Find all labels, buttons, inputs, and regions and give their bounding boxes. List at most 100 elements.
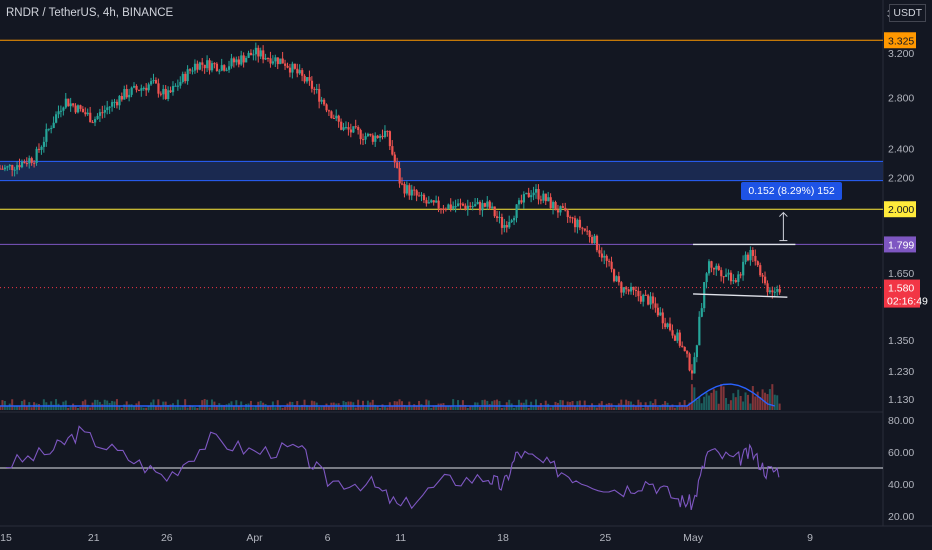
candle-body <box>98 112 102 116</box>
candle-body <box>154 80 158 84</box>
volume-bar <box>615 406 618 410</box>
candle-body <box>630 286 633 292</box>
level-tag-2000-bg <box>884 201 916 218</box>
candle-body <box>466 205 469 210</box>
volume-bar <box>167 404 170 410</box>
candle-body <box>135 85 138 90</box>
volume-bar <box>293 405 296 410</box>
candle-body <box>612 269 616 282</box>
candle-body <box>364 136 367 140</box>
volume-bar <box>459 404 462 410</box>
volume-bar <box>308 406 311 410</box>
volume-bar <box>515 406 518 410</box>
volume-bar <box>739 395 742 410</box>
candle-body <box>491 206 494 209</box>
candle-body <box>96 115 99 120</box>
candle-body <box>228 66 231 70</box>
volume-bar <box>447 406 450 410</box>
candle-body <box>366 133 370 137</box>
volume-bar <box>425 399 428 410</box>
candle-body <box>483 203 487 207</box>
volume-bar <box>52 404 55 410</box>
volume-bar <box>422 406 425 410</box>
candle-body <box>35 148 38 163</box>
volume-bar <box>496 399 499 410</box>
demand-zone <box>0 161 883 181</box>
volume-bar <box>683 400 686 410</box>
volume-bar <box>457 400 460 410</box>
volume-bar <box>120 407 123 410</box>
candle-body <box>549 197 552 209</box>
candle-body <box>152 80 155 82</box>
volume-bar <box>398 399 401 410</box>
volume-bar <box>578 400 581 410</box>
candle-body <box>457 203 460 207</box>
candle-body <box>337 115 340 122</box>
candle-body <box>249 52 253 56</box>
candle-body <box>464 205 467 210</box>
candle-body <box>573 218 577 228</box>
candle-body <box>583 228 586 231</box>
candle-body <box>274 57 277 62</box>
candle-body <box>20 161 24 168</box>
volume-bar <box>11 399 14 410</box>
volume-bar <box>152 399 155 410</box>
candle-body <box>362 139 365 141</box>
volume-bar <box>201 400 204 410</box>
volume-bar <box>625 399 628 410</box>
volume-bar <box>686 406 689 410</box>
candle-body <box>176 85 180 87</box>
volume-bar <box>25 405 28 410</box>
candle-body <box>72 103 75 106</box>
currency-badge[interactable]: USDT <box>889 4 926 22</box>
volume-bar <box>749 403 752 410</box>
candle-body <box>242 55 245 63</box>
candle-body <box>559 206 562 213</box>
candle-body <box>264 58 267 60</box>
volume-bar <box>359 406 362 410</box>
candle-body <box>654 303 657 308</box>
candle-body <box>86 112 89 115</box>
volume-bar <box>154 406 157 410</box>
candle-body <box>688 353 691 371</box>
candle-body <box>323 99 326 105</box>
candle-body <box>25 163 28 165</box>
volume-bar <box>118 406 121 410</box>
candle-body <box>717 265 720 271</box>
candle-body <box>527 192 530 198</box>
candle-body <box>371 135 374 142</box>
candle-body <box>678 332 681 346</box>
volume-bar <box>86 404 89 410</box>
candle-body <box>686 351 689 354</box>
candle-body <box>673 335 677 341</box>
candle-body <box>320 99 323 102</box>
volume-bar <box>430 407 433 410</box>
volume-bar <box>335 403 338 410</box>
candle-body <box>588 231 591 237</box>
candle-body <box>764 276 767 284</box>
volume-bar <box>181 405 184 410</box>
candle-body <box>164 88 167 99</box>
candle-body <box>603 255 606 258</box>
volume-bar <box>464 405 467 410</box>
volume-bar <box>466 407 469 410</box>
candle-body <box>303 75 306 82</box>
volume-bar <box>274 407 277 410</box>
candle-body <box>128 94 131 98</box>
candle-body <box>739 274 742 276</box>
candle-body <box>410 189 413 196</box>
candle-body <box>237 59 240 65</box>
volume-bar <box>96 399 99 410</box>
volume-bar <box>325 403 328 410</box>
current-price-tag: 1.580 <box>888 283 914 295</box>
volume-bar <box>756 391 759 410</box>
volume-bar <box>145 407 148 410</box>
candle-body <box>413 189 416 191</box>
volume-bar <box>605 403 608 410</box>
candle-body <box>293 63 296 69</box>
candle-body <box>16 165 19 170</box>
candle-body <box>715 265 718 270</box>
volume-bar <box>276 400 279 410</box>
candle-body <box>344 127 348 129</box>
